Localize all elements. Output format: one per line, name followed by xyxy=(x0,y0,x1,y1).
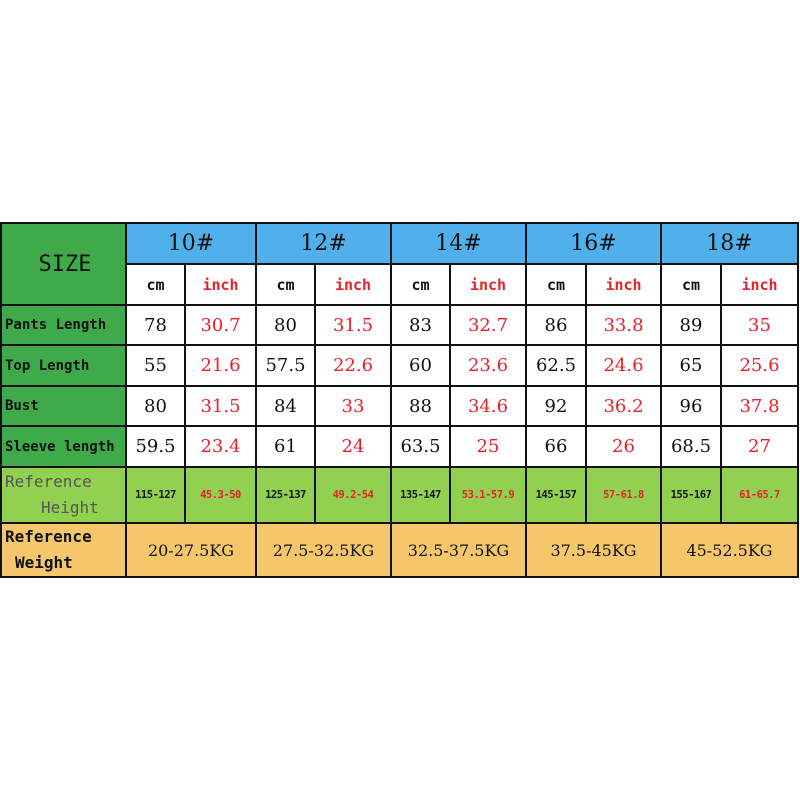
inch-value: 37.8 xyxy=(720,385,799,427)
cm-value: 57.5 xyxy=(255,344,316,387)
inch-value: 27 xyxy=(720,425,799,468)
height-inch-value: 61-65.7 xyxy=(720,466,799,524)
size-chart-table: SIZE 10# 12# 14# 16# 18# cm inch cm inch cm inch cm i… xyxy=(0,222,799,578)
row-label: Bust xyxy=(0,385,127,427)
cm-value: 80 xyxy=(125,385,186,427)
height-inch-value: 49.2-54 xyxy=(314,466,392,524)
cm-value: 68.5 xyxy=(660,425,722,468)
reference-weight-label: Reference Weight xyxy=(0,522,127,578)
cm-value: 88 xyxy=(390,385,451,427)
unit-inch-header: inch xyxy=(720,263,799,306)
cm-value: 62.5 xyxy=(525,344,587,387)
unit-inch-header: inch xyxy=(184,263,257,306)
inch-value: 36.2 xyxy=(585,385,662,427)
cm-value: 61 xyxy=(255,425,316,468)
unit-inch-header: inch xyxy=(449,263,527,306)
cm-value: 92 xyxy=(525,385,587,427)
cm-value: 59.5 xyxy=(125,425,186,468)
inch-value: 23.4 xyxy=(184,425,257,468)
cm-value: 63.5 xyxy=(390,425,451,468)
table-row: Reference Weight 20-27.5KG 27.5-32.5KG 32.5-… xyxy=(0,522,799,578)
inch-value: 31.5 xyxy=(314,304,392,346)
cm-value: 60 xyxy=(390,344,451,387)
weight-value: 20-27.5KG xyxy=(125,522,257,578)
table-row: SIZE 10# 12# 14# 16# 18# xyxy=(0,222,799,306)
table-row: Top Length 55 21.6 57.5 22.6 60 23.6 62.5 24.6 65… xyxy=(0,344,799,387)
row-label: Top Length xyxy=(0,344,127,387)
height-inch-value: 53.1-57.9 xyxy=(449,466,527,524)
size-column-header: 10# xyxy=(125,222,257,265)
height-inch-value: 57-61.8 xyxy=(585,466,662,524)
inch-value: 25 xyxy=(449,425,527,468)
inch-value: 21.6 xyxy=(184,344,257,387)
inch-value: 25.6 xyxy=(720,344,799,387)
table-row: Reference Height 115-127 45.3-50 125-137 49.2… xyxy=(0,466,799,524)
table-row: Sleeve length 59.5 23.4 61 24 63.5 25 66 26 68.5 2… xyxy=(0,425,799,468)
inch-value: 31.5 xyxy=(184,385,257,427)
height-cm-value: 155-167 xyxy=(660,466,722,524)
unit-cm-header: cm xyxy=(660,263,722,306)
unit-cm-header: cm xyxy=(255,263,316,306)
cm-value: 89 xyxy=(660,304,722,346)
inch-value: 30.7 xyxy=(184,304,257,346)
label-line: Weight xyxy=(15,553,73,572)
inch-value: 24 xyxy=(314,425,392,468)
size-header: SIZE xyxy=(0,222,127,306)
height-cm-value: 145-157 xyxy=(525,466,587,524)
height-inch-value: 45.3-50 xyxy=(184,466,257,524)
inch-value: 23.6 xyxy=(449,344,527,387)
height-cm-value: 115-127 xyxy=(125,466,186,524)
size-column-header: 12# xyxy=(255,222,392,265)
weight-value: 27.5-32.5KG xyxy=(255,522,392,578)
unit-inch-header: inch xyxy=(585,263,662,306)
unit-cm-header: cm xyxy=(525,263,587,306)
table-row: Pants Length 78 30.7 80 31.5 83 32.7 86 33.8 89 35 xyxy=(0,304,799,346)
weight-value: 37.5-45KG xyxy=(525,522,662,578)
label-line: Reference xyxy=(5,527,92,546)
size-column-header: 16# xyxy=(525,222,662,265)
reference-height-label: Reference Height xyxy=(0,466,127,524)
cm-value: 86 xyxy=(525,304,587,346)
cm-value: 55 xyxy=(125,344,186,387)
label-line: Height xyxy=(41,498,99,517)
inch-value: 26 xyxy=(585,425,662,468)
size-column-header: 14# xyxy=(390,222,527,265)
row-label: Sleeve length xyxy=(0,425,127,468)
height-cm-value: 135-147 xyxy=(390,466,451,524)
cm-value: 66 xyxy=(525,425,587,468)
unit-cm-header: cm xyxy=(125,263,186,306)
size-column-header: 18# xyxy=(660,222,799,265)
inch-value: 32.7 xyxy=(449,304,527,346)
row-label: Pants Length xyxy=(0,304,127,346)
height-cm-value: 125-137 xyxy=(255,466,316,524)
inch-value: 33 xyxy=(314,385,392,427)
unit-cm-header: cm xyxy=(390,263,451,306)
table-row: Bust 80 31.5 84 33 88 34.6 92 36.2 96 37.8 xyxy=(0,385,799,427)
cm-value: 84 xyxy=(255,385,316,427)
inch-value: 34.6 xyxy=(449,385,527,427)
cm-value: 65 xyxy=(660,344,722,387)
inch-value: 24.6 xyxy=(585,344,662,387)
weight-value: 32.5-37.5KG xyxy=(390,522,527,578)
cm-value: 83 xyxy=(390,304,451,346)
label-line: Reference xyxy=(5,472,92,491)
cm-value: 80 xyxy=(255,304,316,346)
weight-value: 45-52.5KG xyxy=(660,522,799,578)
cm-value: 96 xyxy=(660,385,722,427)
inch-value: 22.6 xyxy=(314,344,392,387)
cm-value: 78 xyxy=(125,304,186,346)
unit-inch-header: inch xyxy=(314,263,392,306)
table-row: cm inch cm inch cm inch cm inch cm inch xyxy=(1,263,799,306)
inch-value: 33.8 xyxy=(585,304,662,346)
inch-value: 35 xyxy=(720,304,799,346)
